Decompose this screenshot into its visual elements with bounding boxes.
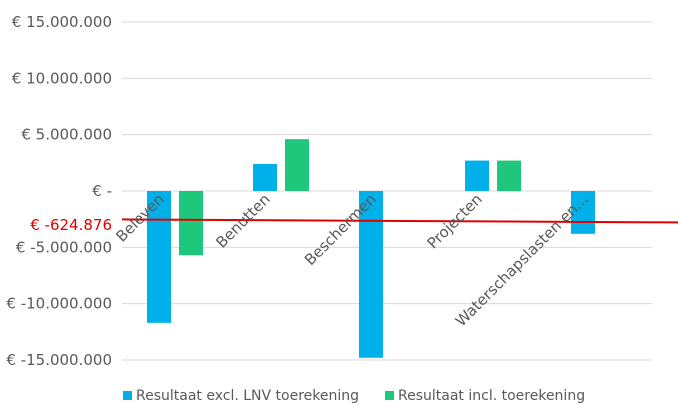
y-tick-label: € 15.000.000 (12, 13, 112, 31)
bar (571, 191, 595, 234)
bar (497, 160, 521, 191)
y-tick-label: € -10.000.000 (6, 295, 112, 313)
y-tick-label: € 5.000.000 (21, 126, 112, 144)
gridlines (122, 21, 652, 361)
reference-line (121, 218, 678, 224)
y-tick-label: € 10.000.000 (12, 69, 112, 87)
bar (359, 191, 383, 358)
legend: Resultaat excl. LNV toerekening Resultaat… (123, 388, 585, 404)
y-tick-label: € - (92, 182, 112, 200)
y-tick-labels: € 15.000.000 € 10.000.000 € 5.000.000 € - € … (6, 13, 112, 369)
legend-swatch (385, 391, 394, 400)
legend-label: Resultaat incl. toerekening (398, 388, 585, 404)
bar (147, 191, 171, 323)
y-tick-label: € -15.000.000 (6, 351, 112, 369)
legend-label: Resultaat excl. LNV toerekening (136, 388, 359, 404)
bars (147, 139, 595, 358)
bar (179, 191, 203, 256)
bar (465, 160, 489, 191)
y-tick-label: € -5.000.000 (16, 238, 112, 256)
bar (253, 163, 277, 191)
legend-swatch (123, 391, 132, 400)
bar (285, 139, 309, 191)
reference-line-group: € -624.876 (30, 216, 678, 234)
reference-line-label: € -624.876 (30, 216, 112, 234)
